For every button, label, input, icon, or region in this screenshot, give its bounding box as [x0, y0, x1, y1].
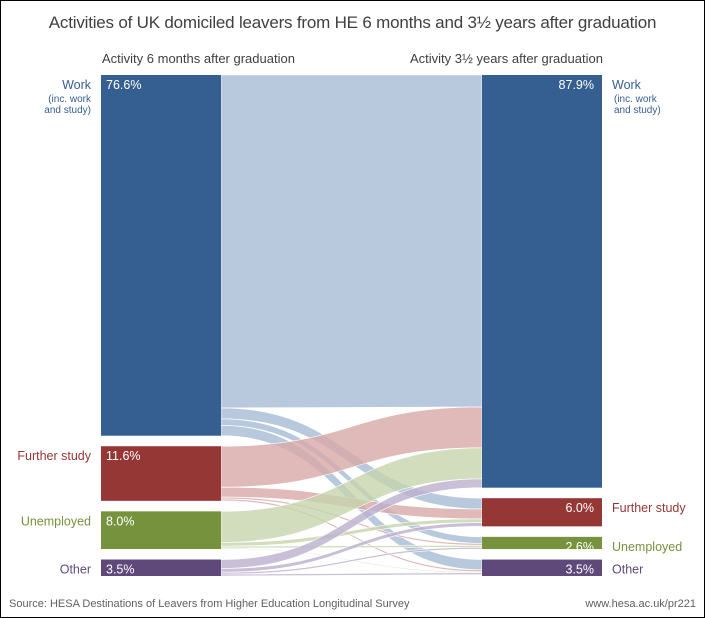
- left-value-further: 11.6%: [106, 449, 141, 463]
- right-value-further: 6.0%: [566, 501, 595, 515]
- flow-work-to-work: [220, 74, 483, 409]
- right-label-work: Work: [612, 78, 642, 92]
- flow-other-to-unemployed: [220, 546, 483, 575]
- right-value-other: 3.5%: [566, 563, 595, 577]
- left-value-unemployed: 8.0%: [106, 514, 135, 528]
- right-label-other: Other: [612, 563, 643, 577]
- right-bar-further: [482, 498, 602, 527]
- chart-title: Activities of UK domiciled leavers from …: [48, 13, 657, 32]
- left-bar-unemployed: [101, 511, 221, 550]
- left-value-work: 76.6%: [106, 78, 141, 92]
- left-bar-further: [101, 446, 221, 501]
- right-label-unemployed: Unemployed: [612, 540, 682, 554]
- left-bar-work: [101, 75, 221, 436]
- left-bar-other: [101, 559, 221, 576]
- right-sublabel-work: and study): [614, 105, 661, 116]
- left-column-header: Activity 6 months after graduation: [102, 51, 295, 66]
- left-label-further: Further study: [17, 449, 91, 463]
- right-sublabel-work: (inc. work: [614, 94, 658, 105]
- right-bar-unemployed: [482, 536, 602, 550]
- nodes-layer: [101, 75, 602, 576]
- right-column-header: Activity 3½ years after graduation: [410, 51, 603, 66]
- left-label-work: Work: [62, 78, 92, 92]
- left-label-unemployed: Unemployed: [21, 514, 91, 528]
- left-label-other: Other: [60, 563, 91, 577]
- source-note: Source: HESA Destinations of Leavers fro…: [9, 598, 410, 610]
- right-value-work: 87.9%: [559, 78, 594, 92]
- flows-layer: [220, 74, 483, 577]
- right-value-unemployed: 2.6%: [566, 540, 595, 554]
- source-url: www.hesa.ac.uk/pr221: [585, 598, 696, 610]
- right-label-further: Further study: [612, 501, 686, 515]
- left-sublabel-work: (inc. work: [48, 94, 92, 105]
- right-bar-other: [482, 559, 602, 576]
- labels-layer: 76.6% 87.9%Work Work(inc. work (inc. workan…: [17, 78, 686, 577]
- right-bar-work: [482, 75, 602, 488]
- left-value-other: 3.5%: [106, 563, 135, 577]
- left-sublabel-work: and study): [44, 105, 91, 116]
